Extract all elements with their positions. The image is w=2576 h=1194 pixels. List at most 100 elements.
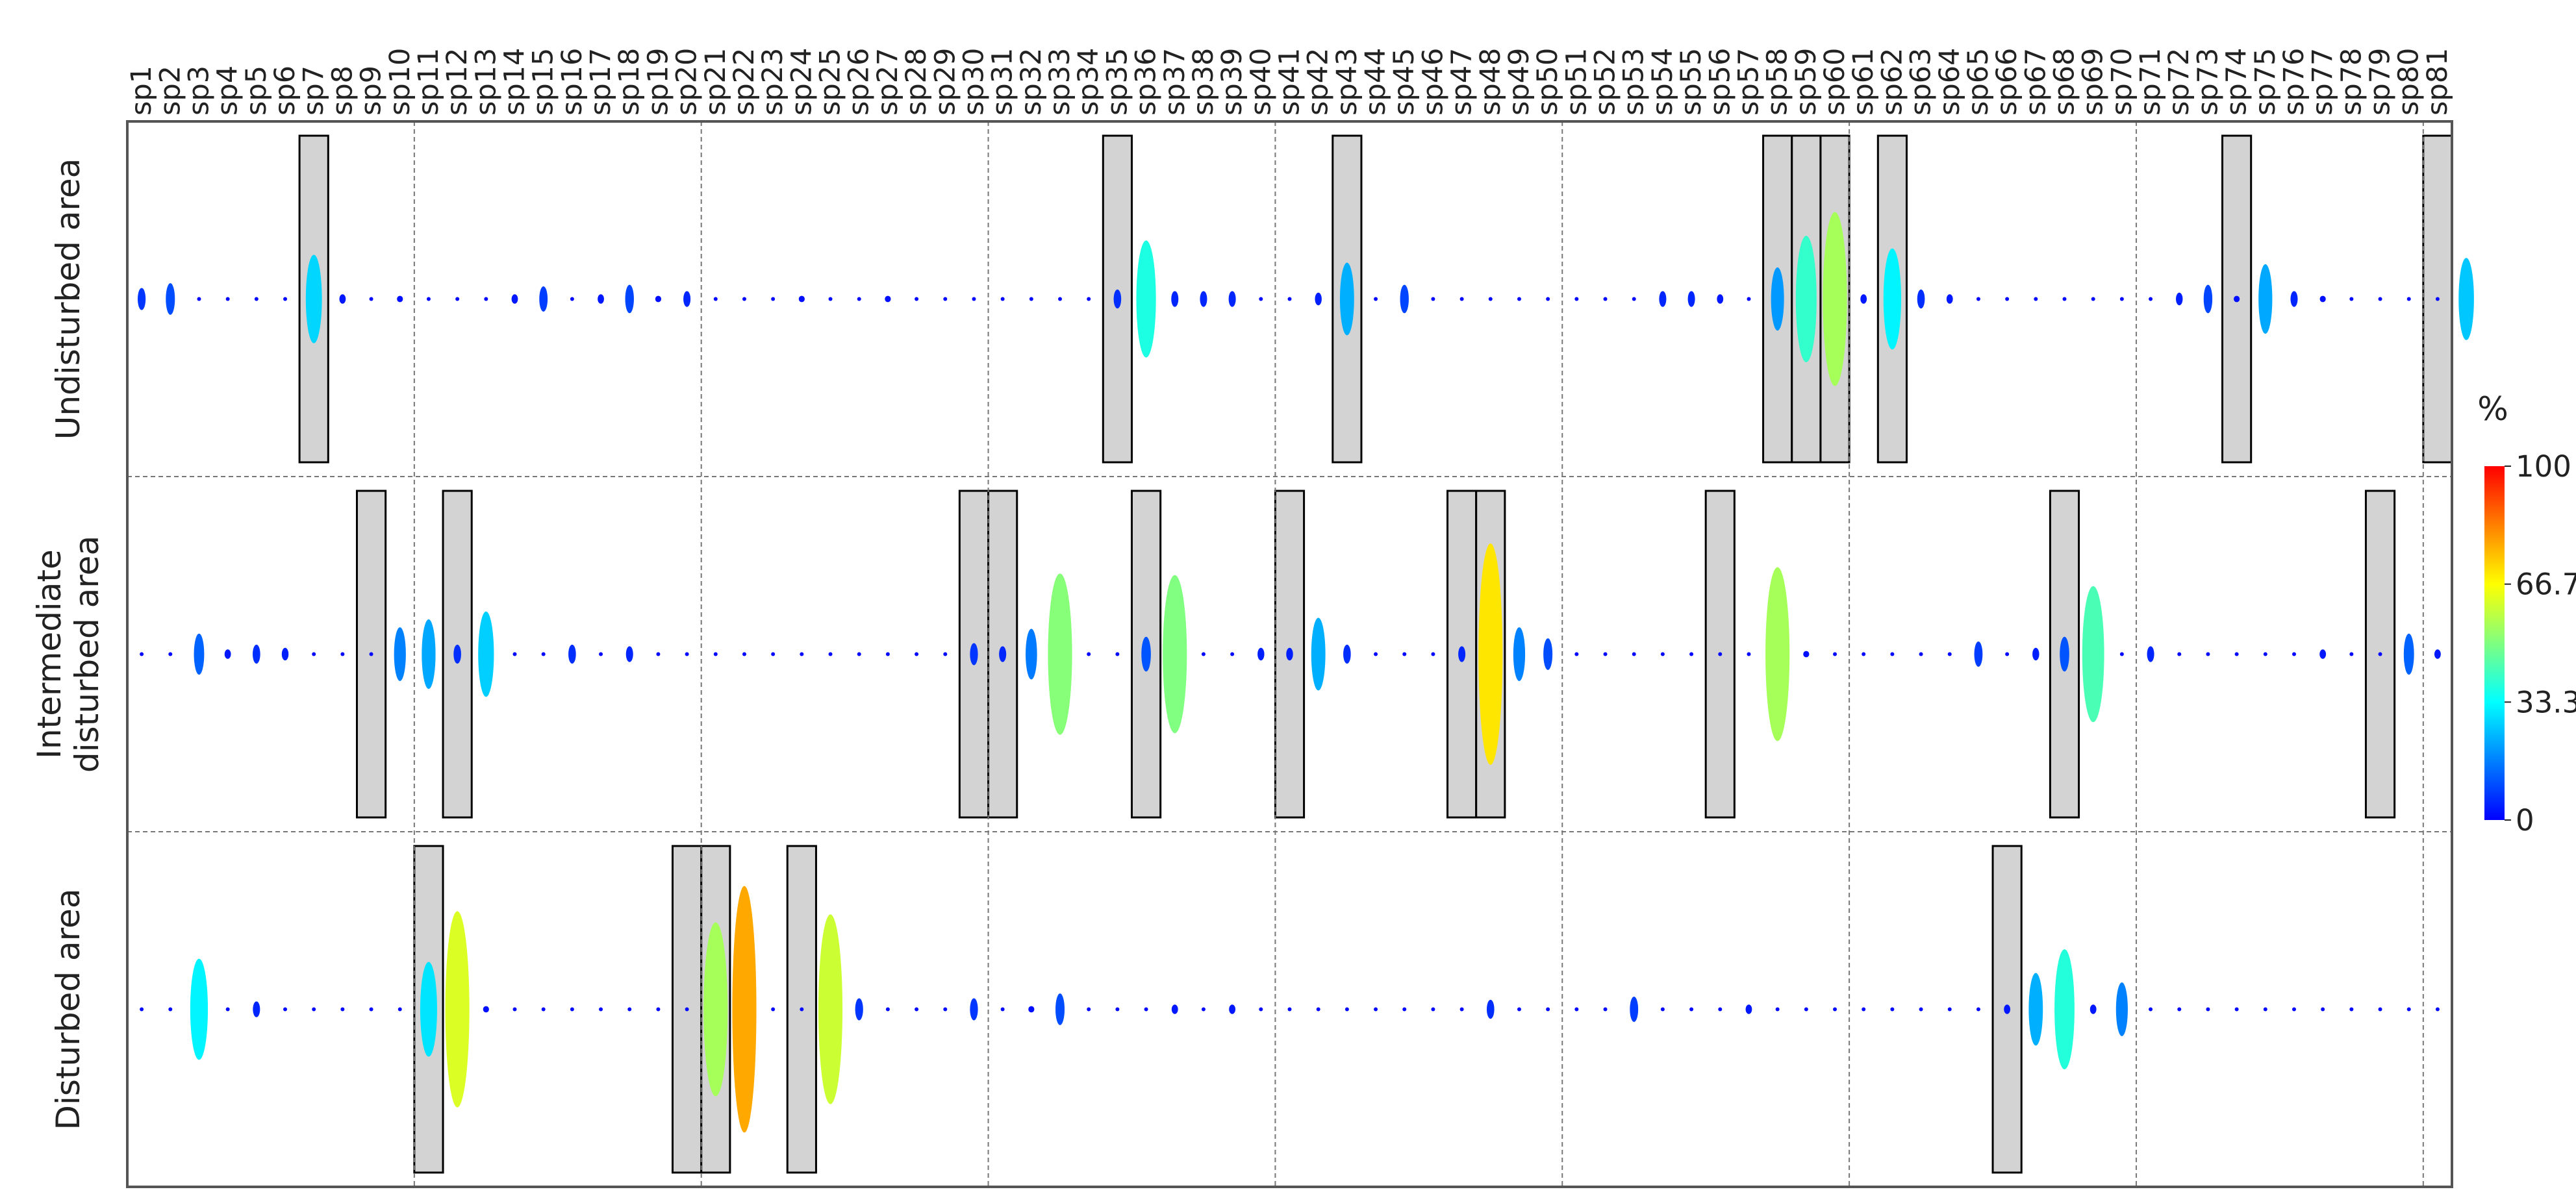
mark-row1-sp81 (2434, 649, 2441, 659)
mark-row0-sp13 (484, 297, 488, 301)
mark-row1-sp25 (828, 652, 833, 656)
mark-row1-sp75 (2263, 652, 2267, 656)
mark-row0-sp54 (1659, 291, 1667, 307)
mark-row1-sp9 (369, 652, 373, 656)
mark-row1-sp44 (1374, 652, 1378, 656)
species-label-sp13: sp13 (470, 48, 502, 116)
mark-row0-sp22 (742, 297, 746, 301)
mark-row0-sp49 (1517, 297, 1521, 301)
mark-row2-sp25 (818, 914, 843, 1104)
species-label-sp77: sp77 (2306, 48, 2339, 116)
mark-row1-sp74 (2234, 652, 2239, 656)
species-label-sp21: sp21 (700, 48, 732, 116)
species-label-sp78: sp78 (2335, 48, 2368, 116)
species-label-sp38: sp38 (1187, 48, 1220, 116)
species-label-sp69: sp69 (2077, 48, 2110, 116)
mark-row0-sp20 (683, 291, 691, 307)
species-label-sp26: sp26 (843, 48, 876, 116)
mark-row0-sp38 (1200, 291, 1207, 307)
mark-row0-sp1 (137, 288, 146, 310)
row-label-1-line-0: Intermediate (31, 549, 68, 759)
mark-row2-sp52 (1603, 1007, 1608, 1012)
mark-row2-sp77 (2321, 1007, 2325, 1012)
mark-row0-sp8 (339, 294, 346, 304)
species-label-sp65: sp65 (1962, 48, 1995, 116)
mark-row1-sp73 (2206, 652, 2210, 656)
species-label-sp41: sp41 (1274, 48, 1306, 116)
mark-row0-sp69 (2091, 297, 2095, 301)
plot-frame (126, 120, 2453, 1188)
mark-row0-sp55 (1687, 291, 1695, 307)
mark-row1-sp67 (2032, 647, 2039, 661)
mark-row2-sp32 (1028, 1006, 1035, 1013)
mark-row1-sp59 (1803, 651, 1810, 658)
mark-row0-sp30 (972, 297, 976, 301)
mark-row2-sp45 (1402, 1007, 1407, 1012)
mark-row2-sp31 (1000, 1007, 1005, 1012)
mark-row0-sp5 (254, 297, 259, 301)
species-label-sp30: sp30 (957, 48, 990, 116)
species-label-sp49: sp49 (1503, 48, 1535, 116)
mark-row0-sp28 (915, 297, 919, 301)
mark-row2-sp63 (1919, 1007, 1923, 1012)
mark-row1-sp30 (970, 643, 978, 665)
mark-row1-sp68 (2060, 636, 2069, 672)
mark-row2-sp42 (1316, 1007, 1320, 1012)
mark-row2-sp58 (1775, 1007, 1780, 1012)
colorbar-title: % (2477, 390, 2508, 428)
mark-row2-sp5 (253, 1001, 260, 1017)
species-label-sp56: sp56 (1704, 48, 1736, 116)
mark-row0-sp47 (1459, 297, 1464, 301)
mark-row1-sp63 (1919, 652, 1923, 656)
species-label-sp66: sp66 (1991, 48, 2023, 116)
mark-row0-sp35 (1113, 289, 1122, 309)
mark-row1-sp13 (478, 611, 494, 697)
mark-row2-sp28 (915, 1007, 919, 1012)
mark-row0-sp23 (771, 297, 776, 301)
species-label-sp15: sp15 (527, 48, 560, 116)
mark-row1-sp22 (742, 652, 746, 656)
species-label-sp31: sp31 (987, 48, 1019, 116)
species-label-sp25: sp25 (814, 48, 847, 116)
mark-row1-sp77 (2319, 649, 2327, 659)
mark-row0-sp14 (511, 294, 518, 304)
mark-row2-sp68 (2054, 949, 2075, 1070)
species-label-sp29: sp29 (929, 48, 961, 116)
mark-row0-sp31 (1000, 297, 1005, 301)
species-label-sp22: sp22 (728, 48, 761, 116)
mark-row1-sp20 (685, 652, 689, 656)
species-label-sp75: sp75 (2249, 48, 2282, 116)
mark-row0-sp75 (2258, 264, 2273, 334)
mark-row2-sp46 (1431, 1007, 1435, 1012)
species-label-sp10: sp10 (384, 48, 416, 116)
mark-row2-sp79 (2378, 1007, 2382, 1012)
mark-row1-sp2 (168, 652, 173, 656)
species-label-sp33: sp33 (1044, 48, 1076, 116)
mark-row0-sp80 (2406, 297, 2411, 301)
row-label-0-line-0: Undisturbed area (49, 158, 87, 440)
species-label-sp7: sp7 (297, 66, 330, 116)
mark-row1-sp21 (713, 652, 718, 656)
highlight-boxes (298, 134, 2453, 1174)
mark-row2-sp62 (1890, 1007, 1895, 1012)
mark-row2-sp43 (1345, 1007, 1349, 1012)
mark-row0-sp58 (1771, 267, 1784, 331)
mark-row1-sp19 (656, 652, 661, 656)
mark-row2-sp19 (656, 1007, 661, 1012)
mark-row1-sp35 (1115, 652, 1120, 656)
mark-row0-sp63 (1917, 289, 1925, 309)
mark-row2-sp76 (2292, 1007, 2296, 1012)
mark-row2-sp16 (570, 1007, 574, 1012)
species-label-sp48: sp48 (1474, 48, 1507, 116)
mark-row2-sp47 (1459, 1007, 1464, 1012)
species-label-sp71: sp71 (2134, 48, 2167, 116)
mark-row1-sp45 (1402, 652, 1407, 656)
mark-row1-sp33 (1048, 573, 1072, 735)
mark-row2-sp14 (512, 1007, 517, 1012)
mark-row0-sp25 (828, 297, 833, 301)
mark-row1-sp57 (1747, 652, 1751, 656)
mark-row2-sp70 (2115, 982, 2128, 1036)
mark-row2-sp22 (732, 886, 757, 1133)
mark-row0-sp40 (1259, 297, 1263, 301)
